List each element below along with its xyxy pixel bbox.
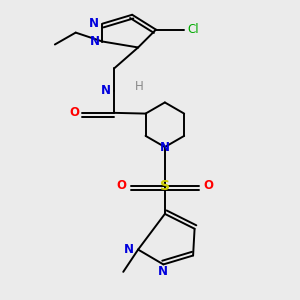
Text: S: S <box>160 179 170 193</box>
Text: O: O <box>117 179 127 192</box>
Text: N: N <box>124 243 134 256</box>
Text: N: N <box>158 266 168 278</box>
Text: N: N <box>100 84 110 97</box>
Text: Cl: Cl <box>187 23 199 36</box>
Text: O: O <box>69 106 79 119</box>
Text: O: O <box>203 179 213 192</box>
Text: N: N <box>160 140 170 154</box>
Text: N: N <box>88 17 98 30</box>
Text: H: H <box>135 80 144 94</box>
Text: N: N <box>90 35 100 48</box>
